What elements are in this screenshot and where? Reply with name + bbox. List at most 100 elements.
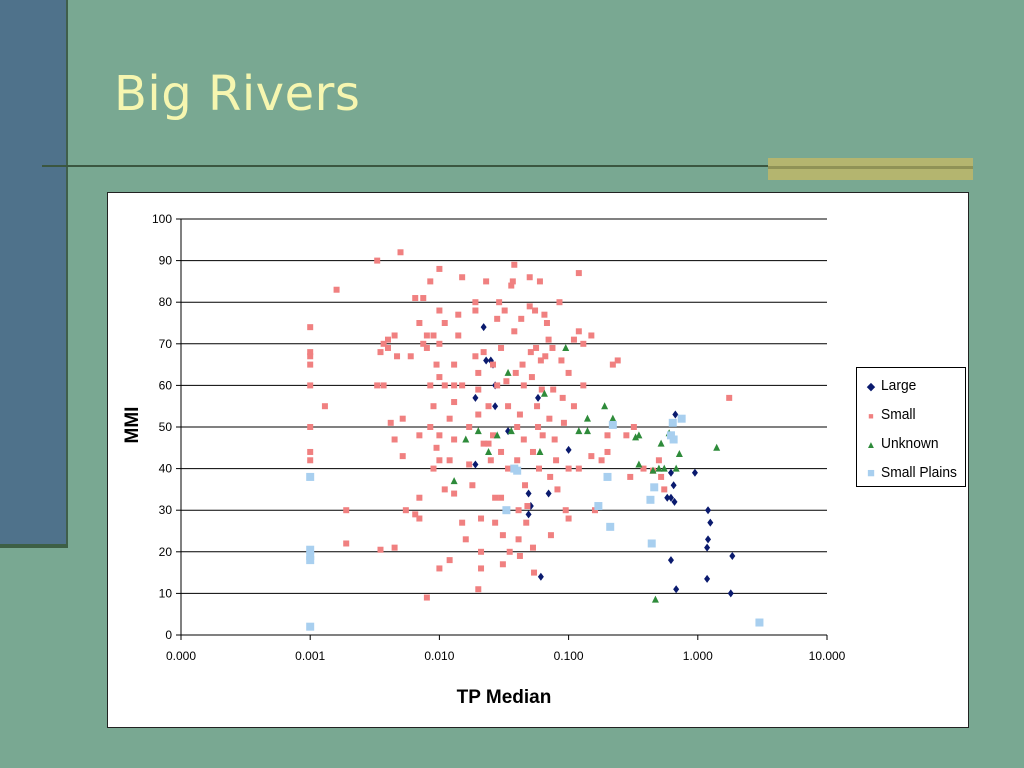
point-small [485,440,492,447]
point-small [506,548,513,555]
point-small [534,403,541,410]
point-small [487,457,494,464]
point-small [661,486,668,493]
y-tick-label: 50 [159,420,173,434]
point-small [469,482,476,489]
point-unknown [635,431,643,439]
point-small [522,482,529,489]
point-unknown [635,460,643,468]
y-tick-label: 100 [152,212,172,226]
point-small [436,340,443,347]
point-small [416,515,423,522]
point-small [433,444,440,451]
point-small [496,299,503,306]
point-small [570,336,577,343]
point-unknown [583,414,591,422]
x-tick-label: 0.100 [554,649,584,663]
point-small [430,465,437,472]
point-large [691,468,698,477]
point-unknown [672,464,680,472]
point-small [374,382,381,389]
point-small [475,411,482,418]
legend-item-small: ■ Small [865,405,919,425]
point-small [526,274,533,281]
point-unknown [675,450,683,458]
point-small [377,546,384,553]
point-small [412,295,419,302]
point-small [480,440,487,447]
x-tick-label: 0.001 [295,649,325,663]
point-small-plains [755,618,764,627]
point-small [436,374,443,381]
point-small [523,519,530,526]
point-small [570,403,577,410]
point-small [433,361,440,368]
point-large [667,556,674,565]
point-small [565,369,572,376]
point-unknown [562,343,570,351]
point-small [455,311,462,318]
point-small [556,299,563,306]
point-small [542,353,549,360]
point-small [541,311,548,318]
title-rule [42,165,972,167]
point-small [478,565,485,572]
point-small-plains [306,622,315,631]
point-large [667,468,674,477]
point-unknown [632,433,640,441]
point-small [307,353,314,360]
y-tick-label: 60 [159,378,173,392]
point-unknown [507,427,515,435]
point-small [475,586,482,593]
point-small-plains [668,418,677,427]
point-small [441,320,448,326]
point-small [307,349,314,356]
y-tick-label: 40 [159,462,173,476]
triangle-marker-icon: ▲ [866,440,876,451]
point-small [655,457,662,464]
point-small [478,548,485,555]
point-small [528,374,535,381]
point-small [514,457,521,464]
point-small [307,324,314,331]
point-small [604,432,611,439]
point-large [535,393,542,402]
point-large [705,506,712,515]
point-small [549,344,556,351]
point-small-plains [669,435,678,444]
point-small [446,415,453,422]
point-large [565,445,572,454]
point-small [343,507,350,514]
point-small [512,369,519,376]
point-large [707,518,714,527]
y-tick-label: 90 [159,254,173,268]
point-small [562,507,569,514]
point-small [554,486,561,493]
point-small [514,424,521,430]
x-axis-label: TP Median [457,687,552,708]
point-small [546,415,553,422]
point-small-plains [513,466,522,475]
point-small-plains [603,472,612,481]
point-small [374,257,381,264]
accent-bar-line [768,166,973,169]
point-small-plains [594,502,603,511]
point-small [531,569,538,576]
point-small [553,457,560,464]
point-small [658,473,665,480]
point-small [483,278,490,285]
point-small [451,382,458,389]
point-small [515,507,522,514]
point-small [416,432,423,439]
point-small [427,382,434,389]
point-small [423,594,430,601]
point-small [387,419,394,426]
point-small [307,361,314,368]
x-tick-label: 10.000 [809,649,846,663]
point-small-plains [502,506,511,515]
point-small [515,536,522,543]
point-small [499,561,506,568]
point-unknown [651,595,659,603]
point-small [472,307,479,314]
point-small [559,394,566,401]
